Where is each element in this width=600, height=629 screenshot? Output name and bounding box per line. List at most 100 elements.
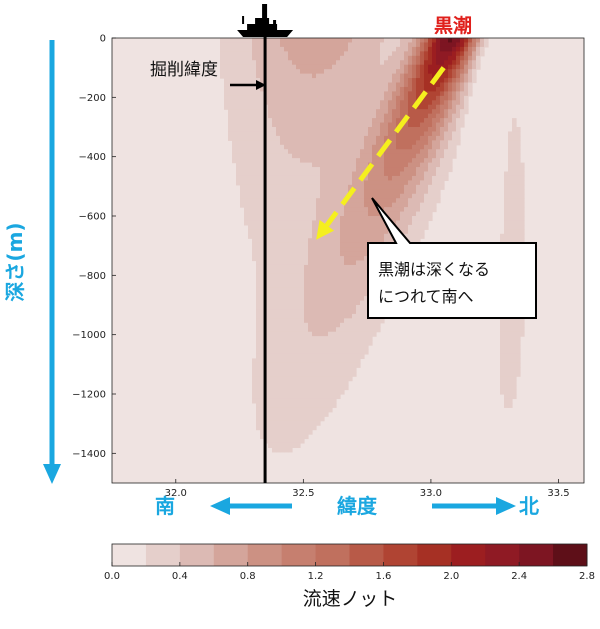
contour-cell xyxy=(296,376,301,382)
contour-cell xyxy=(244,184,249,190)
contour-cell xyxy=(316,331,321,337)
contour-cell xyxy=(312,260,317,266)
contour-cell xyxy=(472,78,477,84)
contour-cell xyxy=(288,269,293,275)
contour-cell xyxy=(416,73,421,79)
contour-cell xyxy=(236,167,241,173)
contour-cell xyxy=(316,269,321,275)
contour-cell xyxy=(296,180,301,186)
contour-cell xyxy=(332,336,337,342)
contour-cell xyxy=(508,189,513,195)
contour-cell xyxy=(244,55,249,61)
contour-cell xyxy=(348,340,353,346)
contour-cell xyxy=(408,207,413,213)
contour-cell xyxy=(280,291,285,297)
contour-cell xyxy=(504,318,509,324)
contour-cell xyxy=(440,131,445,137)
contour-cell xyxy=(336,42,341,48)
contour-cell xyxy=(364,100,369,106)
contour-cell xyxy=(428,42,433,48)
contour-cell xyxy=(340,349,345,355)
contour-cell xyxy=(288,211,293,217)
contour-cell xyxy=(296,331,301,337)
contour-cell xyxy=(260,131,265,137)
contour-cell xyxy=(460,100,465,106)
contour-cell xyxy=(508,349,513,355)
contour-cell xyxy=(248,233,253,239)
contour-cell xyxy=(448,131,453,137)
contour-cell xyxy=(436,180,441,186)
contour-cell xyxy=(292,193,297,199)
contour-cell xyxy=(292,296,297,302)
contour-cell xyxy=(276,358,281,364)
contour-cell xyxy=(240,73,245,79)
contour-cell xyxy=(344,220,349,226)
contour-cell xyxy=(348,82,353,88)
colorbar-frame xyxy=(111,543,588,567)
contour-cell xyxy=(304,55,309,61)
contour-cell xyxy=(360,118,365,124)
contour-cell xyxy=(280,438,285,444)
contour-cell xyxy=(336,318,341,324)
contour-cell xyxy=(284,282,289,288)
contour-cell xyxy=(388,180,393,186)
contour-cell xyxy=(272,233,277,239)
contour-cell xyxy=(260,238,265,244)
contour-cell xyxy=(364,305,369,311)
contour-cell xyxy=(332,131,337,137)
contour-cell xyxy=(312,340,317,346)
contour-cell xyxy=(356,78,361,84)
contour-cell xyxy=(452,60,457,66)
contour-cell xyxy=(416,104,421,110)
contour-cell xyxy=(304,349,309,355)
contour-cell xyxy=(260,149,265,155)
contour-cell xyxy=(232,149,237,155)
contour-cell xyxy=(276,95,281,101)
contour-cell xyxy=(412,82,417,88)
contour-cell xyxy=(388,171,393,177)
contour-cell xyxy=(436,46,441,52)
contour-cell xyxy=(248,202,253,208)
contour-cell xyxy=(424,153,429,159)
contour-cell xyxy=(328,242,333,248)
contour-cell xyxy=(268,353,273,359)
contour-cell xyxy=(352,322,357,328)
contour-cell xyxy=(324,38,329,44)
contour-cell xyxy=(352,167,357,173)
contour-cell xyxy=(292,60,297,66)
contour-cell xyxy=(508,394,513,400)
contour-cell xyxy=(320,416,325,422)
contour-cell xyxy=(252,175,257,181)
contour-cell xyxy=(404,131,409,137)
contour-cell xyxy=(276,153,281,159)
contour-cell xyxy=(404,135,409,141)
contour-cell xyxy=(252,247,257,253)
contour-cell xyxy=(504,238,509,244)
contour-cell xyxy=(424,158,429,164)
contour-cell xyxy=(276,278,281,284)
contour-cell xyxy=(344,273,349,279)
contour-cell xyxy=(344,95,349,101)
contour-cell xyxy=(288,113,293,119)
contour-cell xyxy=(240,171,245,177)
contour-cell xyxy=(400,135,405,141)
contour-cell xyxy=(372,64,377,70)
contour-cell xyxy=(400,113,405,119)
contour-cell xyxy=(464,82,469,88)
contour-cell xyxy=(308,340,313,346)
contour-cell xyxy=(248,100,253,106)
contour-cell xyxy=(348,104,353,110)
contour-cell xyxy=(240,198,245,204)
contour-cell xyxy=(408,167,413,173)
contour-cell xyxy=(324,398,329,404)
contour-cell xyxy=(504,322,509,328)
contour-cell xyxy=(364,149,369,155)
contour-cell xyxy=(336,233,341,239)
contour-cell xyxy=(300,224,305,230)
contour-cell xyxy=(364,260,369,266)
contour-cell xyxy=(308,78,313,84)
contour-cell xyxy=(288,153,293,159)
contour-cell xyxy=(296,38,301,44)
contour-cell xyxy=(296,175,301,181)
contour-cell xyxy=(300,238,305,244)
